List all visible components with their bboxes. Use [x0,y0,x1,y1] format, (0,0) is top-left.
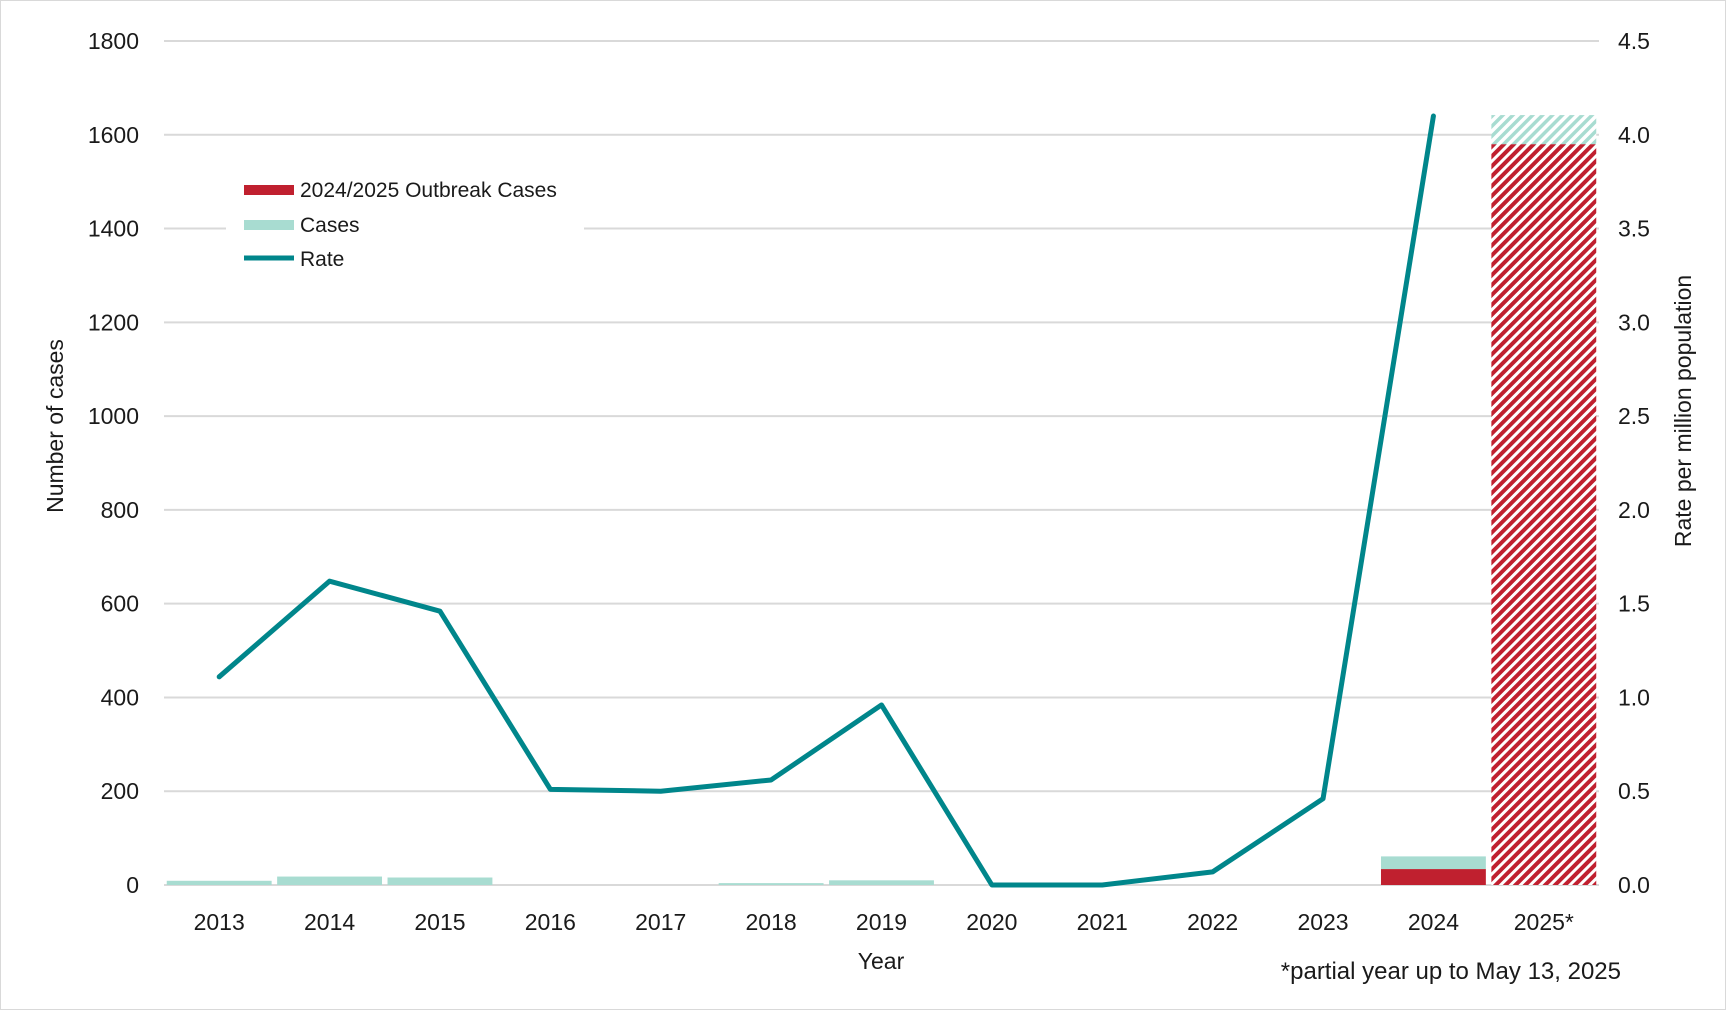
x-tick-label: 2013 [194,909,245,935]
y-right-tick-label: 1.0 [1618,684,1650,710]
partial-year-note: *partial year up to May 13, 2025 [1281,958,1621,985]
y-axis-right-title: Rate per million population [1670,275,1696,547]
rate-line-layer [219,116,1433,885]
x-tick-label: 2019 [856,909,907,935]
y-left-tick-label: 400 [101,684,139,710]
bar-cases [1491,115,1596,144]
x-tick-label: 2023 [1297,909,1348,935]
bar-cases [719,883,824,885]
y-right-tick-label: 4.0 [1618,122,1650,148]
y-left-tick-label: 0 [126,872,139,898]
bar-outbreak-cases [1491,144,1596,885]
y-left-tick-label: 800 [101,497,139,523]
y-left-tick-label: 1000 [88,403,139,429]
bar-cases [167,881,272,885]
x-tick-label: 2025* [1514,909,1574,935]
gridlines [164,41,1599,885]
bar-cases [277,877,382,885]
x-tick-label: 2024 [1408,909,1459,935]
y-axis-left-title: Number of cases [42,339,68,513]
x-tick-label: 2015 [414,909,465,935]
legend-label-rate: Rate [300,248,344,271]
bar-cases [1381,856,1486,869]
x-tick-label: 2014 [304,909,355,935]
bar-outbreak-cases [1381,869,1486,885]
x-tick-label: 2018 [746,909,797,935]
y-left-tick-label: 1800 [88,28,139,54]
legend-label-outbreak: 2024/2025 Outbreak Cases [300,179,557,202]
x-axis-ticks: 2013 2014 2015 2016 2017 2018 2019 2020 2021 2022… [194,909,1574,935]
y-left-tick-label: 600 [101,591,139,617]
legend-swatch-cases [244,220,294,230]
x-tick-label: 2020 [966,909,1017,935]
y-left-tick-label: 1600 [88,122,139,148]
y-axis-right-ticks: 0.0 0.5 1.0 1.5 2.0 2.5 3.0 3.5 4.0 4.5 [1618,28,1650,898]
y-left-tick-label: 200 [101,778,139,804]
x-tick-label: 2022 [1187,909,1238,935]
legend-swatch-outbreak [244,185,294,195]
bars [167,115,1596,885]
y-right-tick-label: 3.0 [1618,309,1650,335]
bar-cases [388,877,493,885]
y-left-tick-label: 1200 [88,309,139,335]
y-right-tick-label: 0.0 [1618,872,1650,898]
y-axis-left-ticks: 0 200 400 600 800 1000 1200 1400 1600 1800 [88,28,139,898]
y-right-tick-label: 4.5 [1618,28,1650,54]
rate-line [219,116,1433,885]
y-right-tick-label: 3.5 [1618,216,1650,242]
x-tick-label: 2021 [1077,909,1128,935]
y-left-tick-label: 1400 [88,216,139,242]
y-right-tick-label: 2.5 [1618,403,1650,429]
x-tick-label: 2017 [635,909,686,935]
bar-cases [829,880,934,885]
y-right-tick-label: 1.5 [1618,591,1650,617]
legend: 2024/2025 Outbreak Cases Cases Rate [244,179,557,271]
y-right-tick-label: 2.0 [1618,497,1650,523]
y-right-tick-label: 0.5 [1618,778,1650,804]
x-axis-title: Year [858,948,905,974]
x-tick-label: 2016 [525,909,576,935]
legend-label-cases: Cases [300,214,360,237]
